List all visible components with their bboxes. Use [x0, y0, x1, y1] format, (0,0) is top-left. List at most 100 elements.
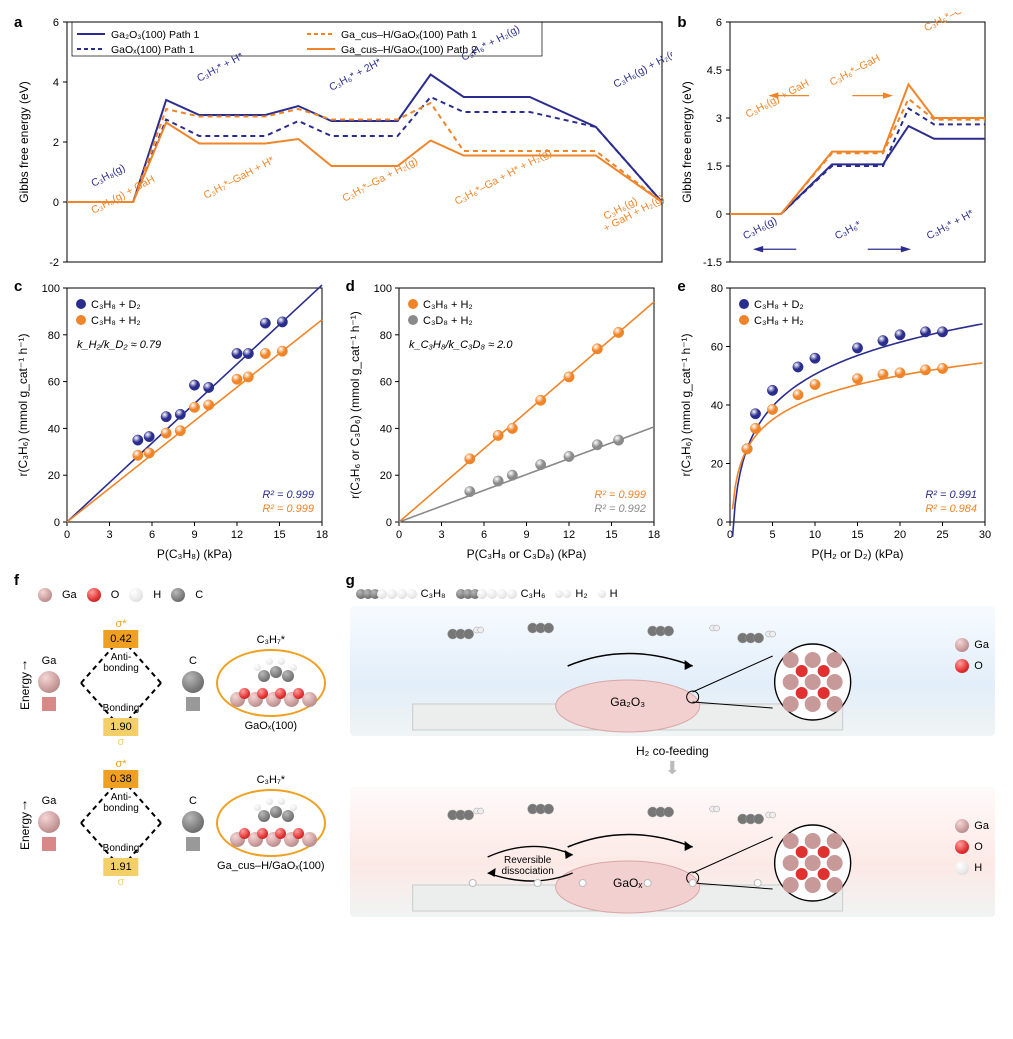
svg-text:100: 100: [373, 283, 391, 295]
svg-text:C₃H₈(g): C₃H₈(g): [89, 162, 127, 190]
svg-text:0: 0: [396, 529, 402, 541]
atom-legend-label: C: [195, 589, 203, 601]
svg-text:40: 40: [379, 423, 391, 435]
panel-b-label: b: [677, 14, 686, 31]
svg-text:R² = 0.984: R² = 0.984: [926, 503, 978, 515]
svg-text:Reversible: Reversible: [504, 855, 552, 866]
svg-text:60: 60: [711, 342, 723, 354]
svg-text:15: 15: [852, 529, 864, 541]
svg-text:k_C₃H₈/k_C₃D₈ ≈ 2.0: k_C₃H₈/k_C₃D₈ ≈ 2.0: [409, 339, 513, 351]
svg-text:C₃H₇* + H*: C₃H₇* + H*: [195, 50, 245, 84]
svg-text:C₃H₅* + H*: C₃H₅* + H*: [925, 208, 976, 243]
svg-text:20: 20: [48, 470, 60, 482]
svg-text:R² = 0.999: R² = 0.999: [262, 503, 314, 515]
svg-text:18: 18: [648, 529, 660, 541]
panel-d-chart: 0369121518020406080100P(C₃H₈ or C₃D₈) (k…: [344, 276, 664, 566]
svg-text:C₃H₆(g): C₃H₆(g): [741, 215, 779, 243]
svg-text:40: 40: [48, 423, 60, 435]
figure-grid: a -20246Gibbs free energy (eV)Ga₂O₃(100)…: [12, 12, 1001, 921]
svg-text:C₃H₆(g) + GaH: C₃H₆(g) + GaH: [744, 77, 812, 120]
svg-text:1.5: 1.5: [707, 161, 722, 173]
atom-legend-label: O: [111, 589, 120, 601]
svg-text:100: 100: [42, 283, 60, 295]
svg-text:C₃H₈ + D₂: C₃H₈ + D₂: [754, 299, 804, 311]
svg-text:R² = 0.991: R² = 0.991: [926, 489, 978, 501]
svg-text:12: 12: [563, 529, 575, 541]
svg-text:60: 60: [379, 377, 391, 389]
svg-text:Ga₂O₃(100) Path 1: Ga₂O₃(100) Path 1: [111, 29, 199, 41]
svg-text:3: 3: [106, 529, 112, 541]
svg-text:5: 5: [770, 529, 776, 541]
svg-text:C₃H₆*–GaH: C₃H₆*–GaH: [828, 52, 882, 89]
panel-c-label: c: [14, 278, 22, 295]
atom-legend-label: Ga: [62, 589, 77, 601]
panel-d: d 0369121518020406080100P(C₃H₈ or C₃D₈) …: [344, 276, 670, 566]
panel-g: g C₃H₈C₃H₆H₂HAl₂O₃Ga₂O₃GaOH₂ co-feeding⬇…: [344, 570, 1001, 921]
svg-text:r(C₃H₆) (mmol g_cat⁻¹ h⁻¹): r(C₃H₆) (mmol g_cat⁻¹ h⁻¹): [679, 333, 693, 476]
svg-text:-1.5: -1.5: [703, 257, 722, 269]
svg-text:4.5: 4.5: [707, 65, 722, 77]
panel-e: e 051015202530020406080P(H₂ or D₂) (kPa)…: [675, 276, 1001, 566]
svg-text:k_H₂/k_D₂ ≈ 0.79: k_H₂/k_D₂ ≈ 0.79: [77, 339, 161, 351]
svg-text:0: 0: [716, 209, 722, 221]
panel-f: f GaOHC↑EnergyGaσ*0.42Anti- bondingBondi…: [12, 570, 338, 921]
svg-text:Gibbs free energy (eV): Gibbs free energy (eV): [680, 81, 694, 202]
svg-text:25: 25: [937, 529, 949, 541]
svg-text:C₃H₇*–GaH + H*: C₃H₇*–GaH + H*: [202, 154, 277, 201]
svg-text:9: 9: [523, 529, 529, 541]
svg-text:80: 80: [711, 283, 723, 295]
o-atom-icon: [87, 588, 101, 602]
svg-text:C₃H₈ + H₂: C₃H₈ + H₂: [91, 315, 141, 327]
svg-text:9: 9: [191, 529, 197, 541]
svg-text:C₃H₆(g) + H₂(g): C₃H₆(g) + H₂(g): [611, 46, 672, 91]
svg-text:80: 80: [48, 330, 60, 342]
svg-text:0: 0: [54, 517, 60, 529]
panel-a-label: a: [14, 14, 22, 31]
svg-text:0: 0: [717, 517, 723, 529]
svg-text:C₃H₈ + H₂: C₃H₈ + H₂: [754, 315, 804, 327]
svg-text:dissociation: dissociation: [501, 866, 553, 877]
svg-text:0: 0: [64, 529, 70, 541]
panel-c-chart: 0369121518020406080100P(C₃H₈) (kPa)r(C₃H…: [12, 276, 332, 566]
svg-text:Ga₂O₃: Ga₂O₃: [610, 695, 645, 709]
svg-text:2: 2: [53, 137, 59, 149]
svg-text:Ga_cus–H/GaOₓ(100) Path 1: Ga_cus–H/GaOₓ(100) Path 1: [341, 29, 477, 41]
c-atom-icon: [171, 588, 185, 602]
svg-text:80: 80: [379, 330, 391, 342]
svg-text:GaOₓ(100) Path 1: GaOₓ(100) Path 1: [111, 44, 195, 56]
svg-text:0: 0: [53, 197, 59, 209]
panel-b: b -1.501.534.56Gibbs free energy (eV)C₃H…: [675, 12, 1001, 272]
panel-a: a -20246Gibbs free energy (eV)Ga₂O₃(100)…: [12, 12, 669, 272]
svg-text:C₃H₆*: C₃H₆*: [833, 219, 863, 243]
panel-f-label: f: [14, 572, 19, 589]
svg-text:30: 30: [979, 529, 991, 541]
svg-text:r(C₃H₆ or C₃D₆) (mmol g_cat⁻¹: r(C₃H₆ or C₃D₆) (mmol g_cat⁻¹ h⁻¹): [348, 311, 362, 498]
panel-b-chart: -1.501.534.56Gibbs free energy (eV)C₃H₆(…: [675, 12, 995, 272]
svg-text:20: 20: [894, 529, 906, 541]
svg-text:60: 60: [48, 377, 60, 389]
svg-text:20: 20: [379, 470, 391, 482]
svg-text:C₃H₆* + 2H*: C₃H₆* + 2H*: [327, 56, 383, 93]
svg-text:15: 15: [273, 529, 285, 541]
panel-d-label: d: [346, 278, 355, 295]
svg-text:Ga_cus–H/GaOₓ(100) Path 2: Ga_cus–H/GaOₓ(100) Path 2: [341, 44, 477, 56]
panel-g-label: g: [346, 572, 355, 589]
svg-text:R² = 0.992: R² = 0.992: [594, 503, 646, 515]
svg-text:C₃H₇*–Ga + H₂(g): C₃H₇*–Ga + H₂(g): [340, 155, 419, 205]
svg-text:r(C₃H₆) (mmol g_cat⁻¹ h⁻¹): r(C₃H₆) (mmol g_cat⁻¹ h⁻¹): [16, 333, 30, 476]
svg-text:GaOₓ: GaOₓ: [613, 876, 642, 890]
svg-text:6: 6: [53, 17, 59, 29]
svg-text:0: 0: [386, 517, 392, 529]
svg-text:Gibbs free energy (eV): Gibbs free energy (eV): [17, 81, 31, 202]
svg-text:6: 6: [716, 17, 722, 29]
svg-text:P(C₃H₈) (kPa): P(C₃H₈) (kPa): [157, 547, 232, 561]
atom-legend-label: H: [153, 589, 161, 601]
ga-atom-icon: [38, 588, 52, 602]
svg-text:6: 6: [481, 529, 487, 541]
panel-a-chart: -20246Gibbs free energy (eV)Ga₂O₃(100) P…: [12, 12, 672, 272]
svg-text:R² = 0.999: R² = 0.999: [262, 489, 314, 501]
svg-text:R² = 0.999: R² = 0.999: [594, 489, 646, 501]
svg-text:10: 10: [809, 529, 821, 541]
svg-text:C₃H₈ + H₂: C₃H₈ + H₂: [423, 299, 473, 311]
h-atom-icon: [129, 588, 143, 602]
